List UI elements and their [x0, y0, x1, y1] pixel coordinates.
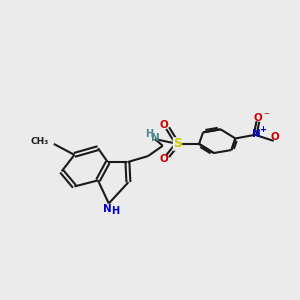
Text: N: N	[103, 203, 112, 214]
Text: H: H	[145, 129, 153, 139]
Text: +: +	[260, 125, 266, 134]
Text: CH₃: CH₃	[31, 137, 49, 146]
Text: O: O	[159, 120, 168, 130]
Text: N: N	[252, 129, 260, 139]
Text: O: O	[271, 132, 279, 142]
Text: O: O	[159, 154, 168, 164]
Text: ⁻: ⁻	[263, 111, 269, 122]
Text: H: H	[111, 206, 119, 216]
Text: N: N	[152, 133, 160, 143]
Text: S: S	[173, 137, 182, 150]
Text: O: O	[254, 113, 262, 123]
